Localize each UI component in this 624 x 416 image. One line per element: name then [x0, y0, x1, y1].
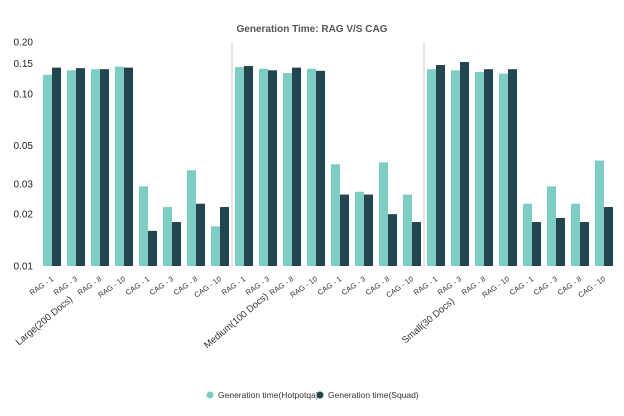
group-label: Small(30 Docs) [400, 296, 457, 346]
bar-squad [220, 207, 229, 266]
x-tick-label: RAG - 3 [52, 274, 79, 297]
y-tick-label: 0.15 [14, 59, 34, 70]
bar-squad [292, 67, 301, 266]
bar-hotpotqa [475, 71, 484, 267]
y-tick-label: 0.01 [14, 262, 34, 273]
x-tick-label: CAG - 3 [532, 274, 559, 297]
bar-hotpotqa [379, 162, 388, 266]
x-tick-label: CAG - 3 [148, 274, 175, 297]
x-tick-label: CAG - 10 [576, 274, 607, 299]
bar-squad [100, 69, 109, 266]
bar-squad [172, 222, 181, 266]
x-tick-label: CAG - 10 [384, 274, 415, 299]
bar-squad [484, 69, 493, 266]
bar-hotpotqa [235, 67, 244, 266]
y-tick-label: 0.02 [14, 210, 34, 221]
y-tick-label: 0.05 [14, 141, 34, 152]
bar-hotpotqa [571, 203, 580, 266]
bar-squad [148, 230, 157, 266]
legend-marker [316, 391, 324, 399]
bar-squad [436, 65, 445, 266]
x-tick-label: CAG - 1 [124, 274, 151, 297]
legend-label: Generation time(Squad) [328, 390, 419, 400]
x-tick-label: RAG - 3 [436, 274, 463, 297]
x-tick-label: CAG - 1 [316, 274, 343, 297]
bar-hotpotqa [43, 74, 52, 266]
x-tick-label: RAG - 3 [244, 274, 271, 297]
bar-hotpotqa [67, 70, 76, 266]
x-tick-label: CAG - 10 [192, 274, 223, 299]
bar-squad [340, 194, 349, 266]
y-tick-label: 0.10 [14, 89, 34, 100]
bar-squad [364, 194, 373, 266]
bar-squad [124, 67, 133, 266]
bar-squad [52, 67, 61, 266]
bar-hotpotqa [187, 170, 196, 266]
legend-label: Generation time(Hotpotqa) [218, 390, 319, 400]
bar-hotpotqa [355, 191, 364, 266]
bar-hotpotqa [499, 73, 508, 266]
bar-hotpotqa [91, 69, 100, 266]
x-tick-label: RAG - 10 [288, 274, 319, 299]
y-axis: 0.01 0.02 0.03 0.05 0.10 0.15 0.20 [14, 38, 34, 273]
bar-squad [244, 66, 253, 267]
bar-squad [580, 222, 589, 266]
x-tick-label: RAG - 1 [28, 274, 55, 297]
bar-hotpotqa [115, 66, 124, 266]
bar-hotpotqa [523, 203, 532, 266]
bar-hotpotqa [307, 68, 316, 266]
bar-hotpotqa [547, 186, 556, 266]
bar-hotpotqa [331, 164, 340, 266]
bar-squad [316, 70, 325, 266]
x-tick-label: CAG - 1 [508, 274, 535, 297]
bar-hotpotqa [403, 194, 412, 266]
bar-hotpotqa [211, 226, 220, 266]
bar-hotpotqa [595, 160, 604, 266]
bar-hotpotqa [427, 69, 436, 266]
bar-squad [532, 222, 541, 266]
group-separators [231, 42, 425, 266]
legend: Generation time(Hotpotqa) Generation time… [206, 390, 419, 400]
x-tick-label: RAG - 1 [412, 274, 439, 297]
bars [43, 62, 613, 267]
legend-marker [206, 391, 214, 399]
bar-squad [388, 214, 397, 266]
group-label: Large(200 Docs) [14, 294, 75, 348]
bar-hotpotqa [163, 207, 172, 266]
x-tick-label: RAG - 10 [96, 274, 127, 299]
bar-hotpotqa [139, 186, 148, 266]
bar-squad [460, 62, 469, 267]
bar-squad [508, 69, 517, 266]
bar-squad [556, 218, 565, 266]
bar-hotpotqa [451, 70, 460, 266]
group-label: Medium(100 Docs) [202, 291, 271, 351]
bar-hotpotqa [259, 68, 268, 266]
x-tick-label: RAG - 1 [220, 274, 247, 297]
x-tick-label: CAG - 3 [340, 274, 367, 297]
y-tick-label: 0.20 [14, 38, 34, 49]
bar-squad [412, 222, 421, 266]
bar-squad [268, 70, 277, 266]
bar-squad [604, 207, 613, 266]
bar-hotpotqa [283, 73, 292, 266]
bar-squad [76, 68, 85, 266]
y-tick-label: 0.03 [14, 179, 34, 190]
x-tick-label: RAG - 10 [480, 274, 511, 299]
x-axis-group-labels: Large(200 Docs) Medium(100 Docs) Small(30 … [14, 291, 457, 351]
chart-title: Generation Time: RAG V/S CAG [237, 24, 388, 35]
bar-squad [196, 203, 205, 266]
